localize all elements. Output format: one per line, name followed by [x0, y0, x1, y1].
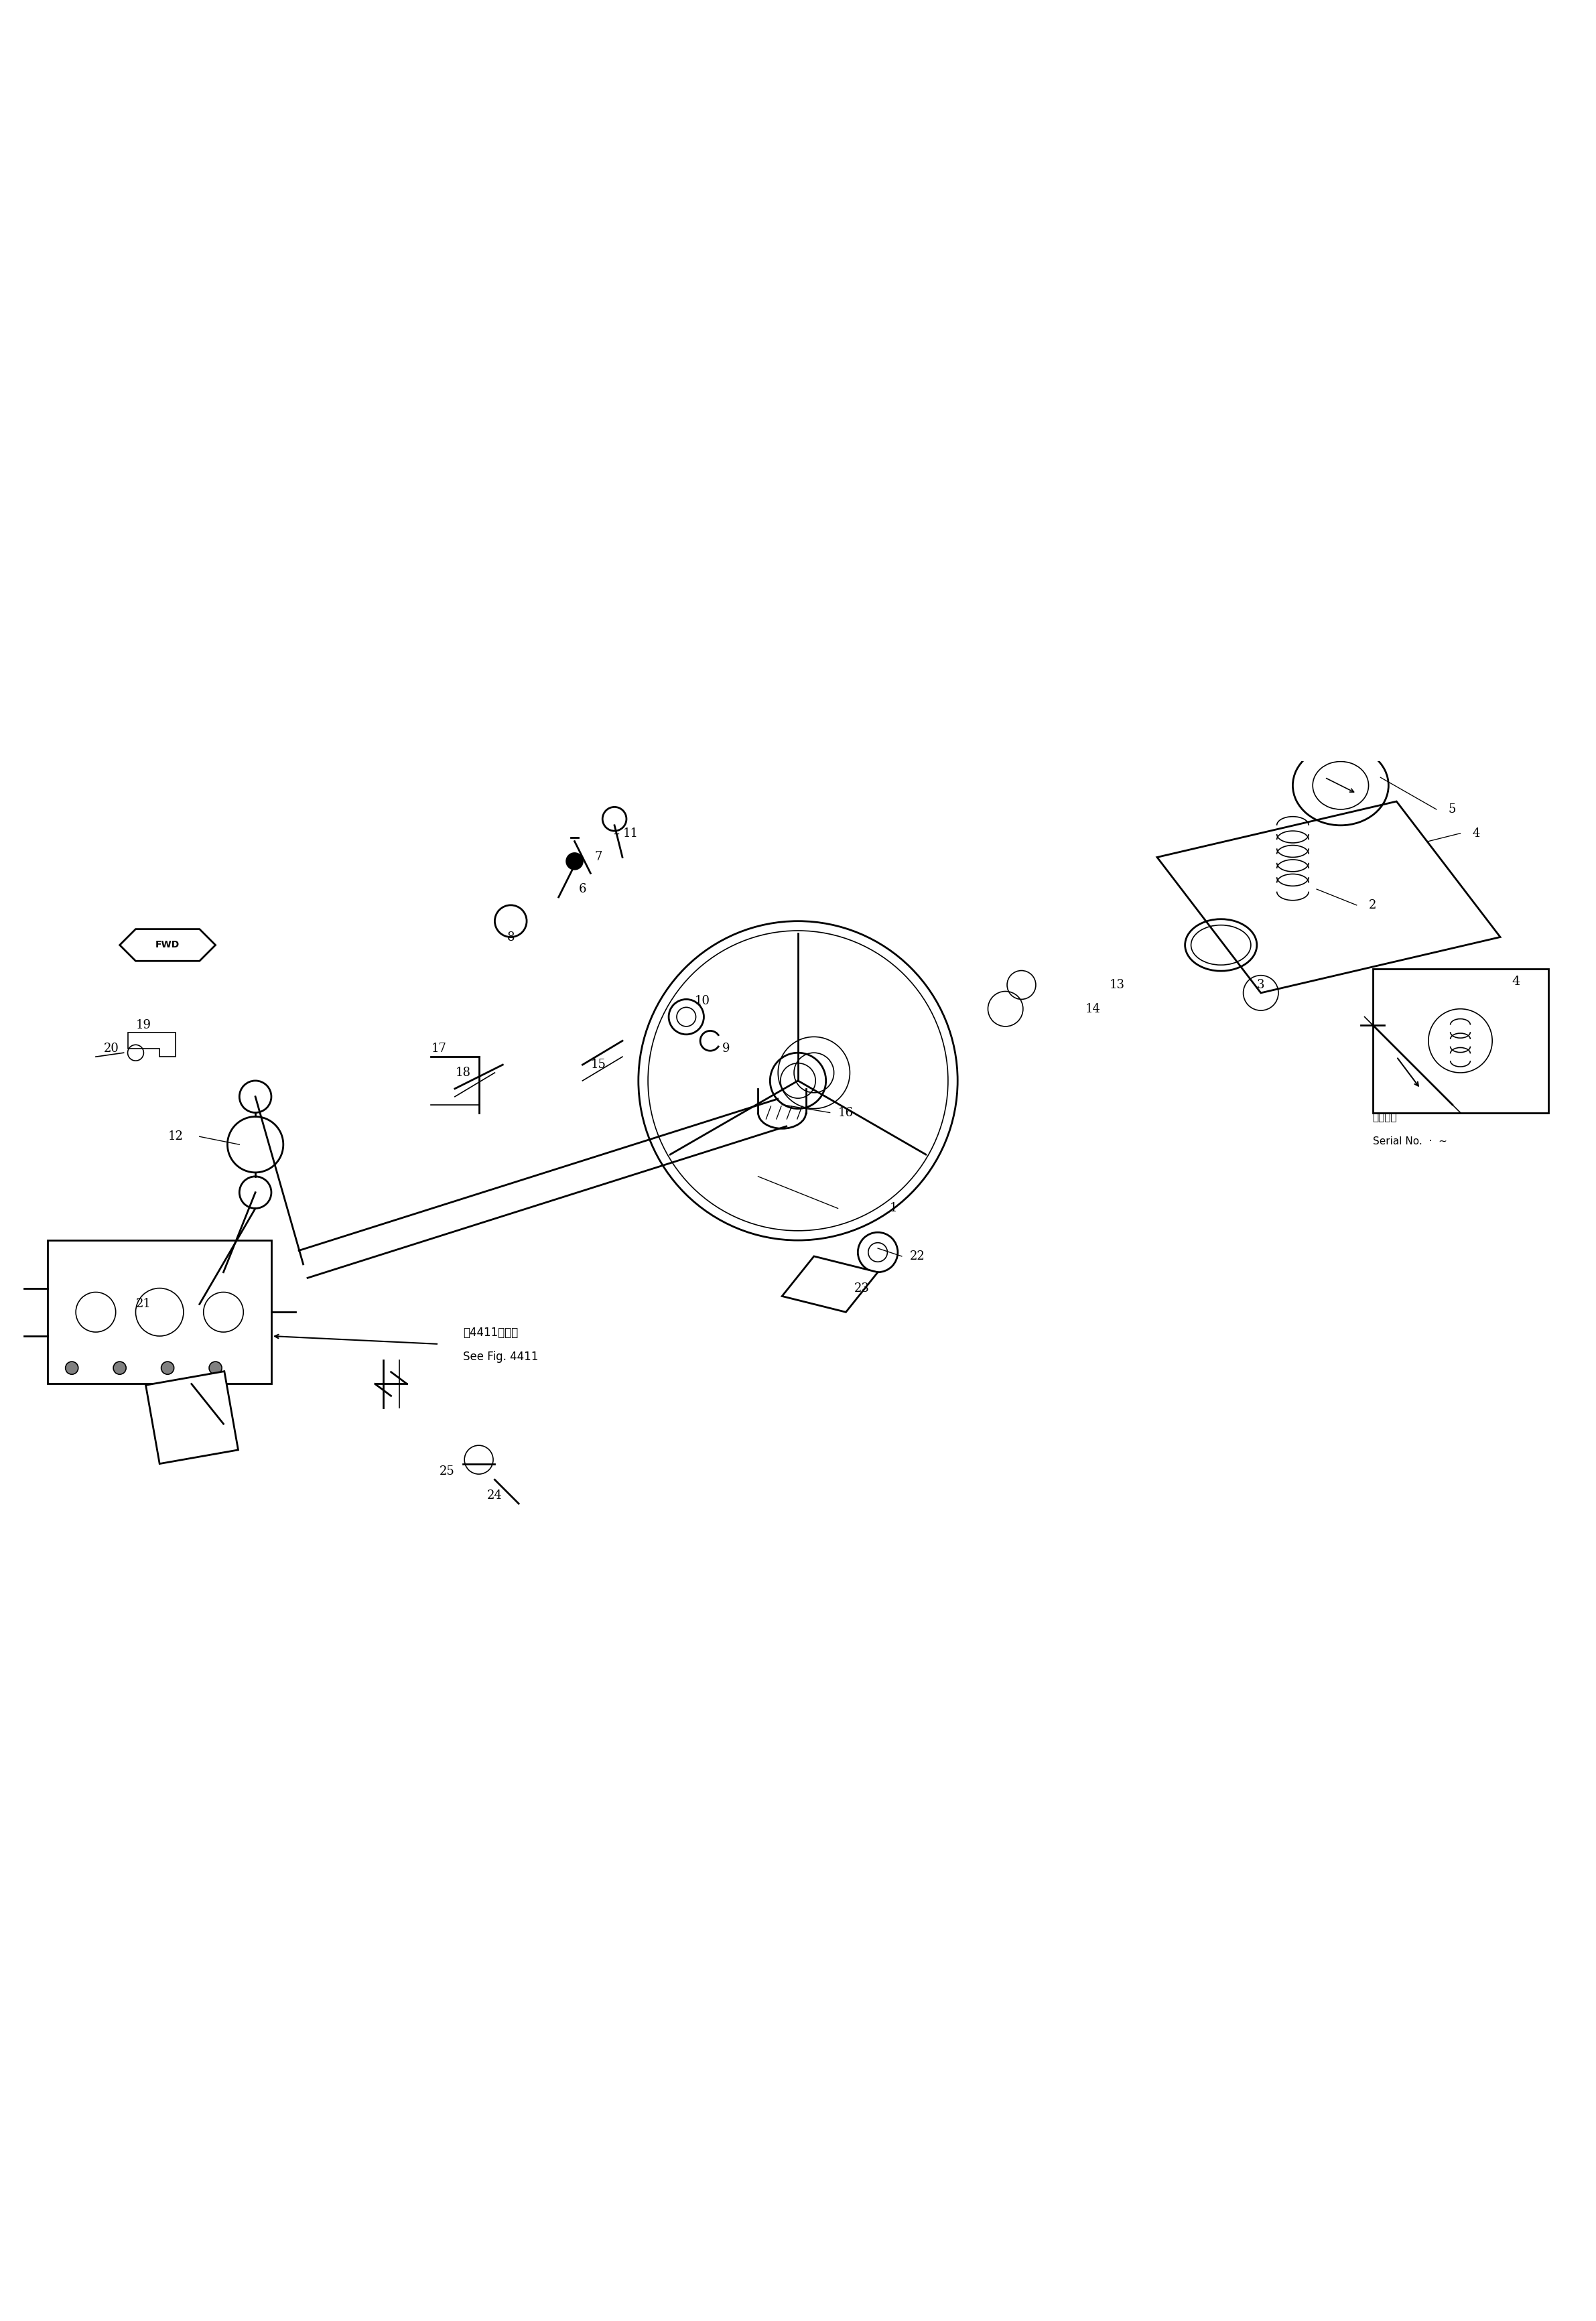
- Text: 19: 19: [136, 1019, 152, 1031]
- Text: 21: 21: [136, 1297, 152, 1309]
- Circle shape: [567, 854, 583, 870]
- Text: 9: 9: [723, 1042, 729, 1054]
- Polygon shape: [128, 1033, 176, 1056]
- Text: 第4411图参照: 第4411图参照: [463, 1328, 519, 1339]
- Text: 适用号桟: 适用号桟: [1373, 1112, 1396, 1123]
- Text: 12: 12: [168, 1130, 184, 1142]
- Text: 11: 11: [622, 826, 638, 840]
- Text: 8: 8: [508, 931, 514, 942]
- Text: 6: 6: [579, 884, 586, 896]
- Bar: [1373, 968, 1548, 1112]
- Polygon shape: [782, 1256, 878, 1311]
- Circle shape: [65, 1362, 78, 1374]
- Text: Serial No.  ·  ~: Serial No. · ~: [1373, 1137, 1448, 1147]
- Bar: [48, 1239, 271, 1383]
- Circle shape: [209, 1362, 222, 1374]
- Text: 10: 10: [694, 996, 710, 1007]
- Polygon shape: [1157, 801, 1500, 993]
- Text: 4: 4: [1473, 826, 1479, 840]
- Text: 16: 16: [838, 1107, 854, 1119]
- Text: 17: 17: [431, 1042, 447, 1054]
- Text: 15: 15: [591, 1058, 606, 1070]
- Text: 14: 14: [1085, 1003, 1101, 1014]
- Text: 5: 5: [1449, 803, 1456, 815]
- Text: 24: 24: [487, 1490, 503, 1502]
- Text: 25: 25: [439, 1465, 455, 1478]
- Text: 1: 1: [891, 1202, 897, 1214]
- Text: 7: 7: [595, 852, 602, 863]
- Polygon shape: [120, 928, 215, 961]
- Text: FWD: FWD: [155, 940, 180, 949]
- Text: 4: 4: [1511, 975, 1521, 989]
- Circle shape: [161, 1362, 174, 1374]
- Text: 22: 22: [910, 1251, 926, 1263]
- Text: 3: 3: [1258, 979, 1264, 991]
- Text: 20: 20: [104, 1042, 120, 1054]
- Circle shape: [113, 1362, 126, 1374]
- Text: 23: 23: [854, 1281, 870, 1295]
- Text: See Fig. 4411: See Fig. 4411: [463, 1351, 538, 1362]
- Text: 2: 2: [1369, 898, 1376, 912]
- Text: 18: 18: [455, 1068, 471, 1079]
- Bar: [145, 1372, 238, 1465]
- Text: 13: 13: [1109, 979, 1125, 991]
